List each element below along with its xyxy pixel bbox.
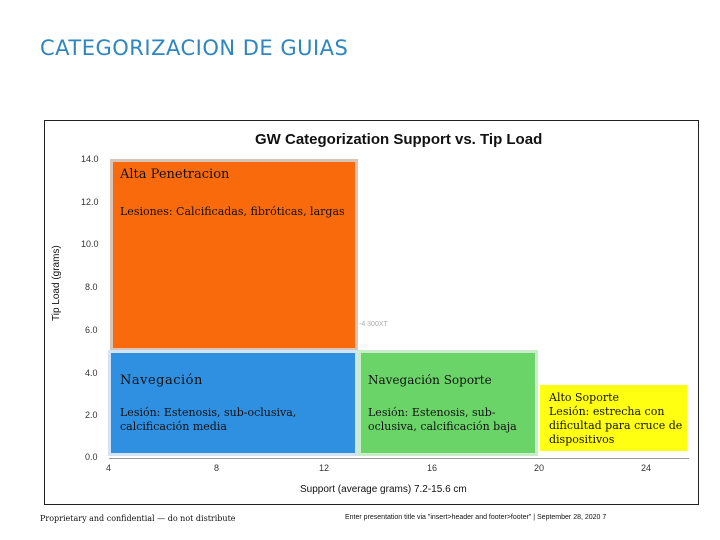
y-tick-4: 4.0 bbox=[85, 368, 98, 378]
alto-soporte-desc: Lesión: estrecha con dificultad para cru… bbox=[549, 405, 683, 446]
navegacion-desc: Lesión: Estenosis, sub-oclusiva, calcifi… bbox=[120, 406, 297, 433]
region-alto-soporte bbox=[540, 385, 687, 451]
x-axis-line bbox=[109, 458, 689, 459]
slide-title: CATEGORIZACION DE GUIAS bbox=[40, 36, 349, 60]
x-tick-20: 20 bbox=[534, 463, 545, 473]
stray-label: -4 300XT bbox=[359, 321, 388, 328]
y-tick-10: 10.0 bbox=[81, 239, 99, 249]
x-tick-8: 8 bbox=[214, 463, 220, 473]
region-navegacion bbox=[108, 350, 358, 456]
y-tick-14: 14.0 bbox=[81, 154, 99, 164]
chart-title: GW Categorization Support vs. Tip Load bbox=[255, 131, 543, 148]
alto-soporte-title: Alto Soporte bbox=[549, 391, 620, 404]
y-tick-12: 12.0 bbox=[81, 197, 99, 207]
y-tick-2: 2.0 bbox=[85, 410, 98, 420]
nav-soporte-title: Navegación Soporte bbox=[368, 373, 492, 387]
footer-confidential: Proprietary and confidential — do not di… bbox=[40, 514, 236, 523]
alta-desc: Lesiones: Calcificadas, fibróticas, larg… bbox=[120, 205, 345, 218]
x-axis-label: Support (average grams) 7.2-15.6 cm bbox=[300, 484, 467, 495]
region-navegacion-soporte bbox=[358, 350, 538, 456]
chart-frame: GW Categorization Support vs. Tip Load 1… bbox=[44, 120, 699, 505]
alta-title: Alta Penetracion bbox=[120, 167, 230, 182]
navegacion-title: Navegación bbox=[120, 373, 203, 388]
footer-presentation: Enter presentation title via "insert>hea… bbox=[345, 514, 607, 521]
x-tick-4: 4 bbox=[106, 463, 112, 473]
y-axis-label: Tip Load (grams) bbox=[51, 245, 62, 321]
y-tick-0: 0.0 bbox=[85, 452, 98, 462]
region-alta-penetracion bbox=[110, 159, 358, 351]
x-tick-24: 24 bbox=[641, 463, 652, 473]
y-tick-6: 6.0 bbox=[85, 325, 98, 335]
x-tick-16: 16 bbox=[427, 463, 438, 473]
x-tick-12: 12 bbox=[319, 463, 330, 473]
y-tick-8: 8.0 bbox=[85, 282, 98, 292]
nav-soporte-desc: Lesión: Estenosis, sub-oclusiva, calcifi… bbox=[368, 406, 517, 433]
